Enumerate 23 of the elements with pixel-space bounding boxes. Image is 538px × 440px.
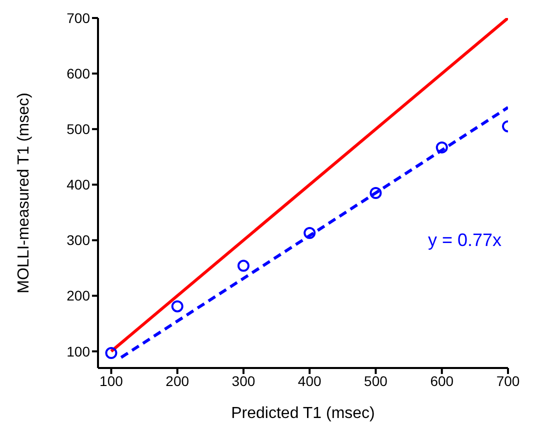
y-tick-label: 600 [66,66,90,82]
x-tick-label: 300 [232,372,256,389]
point [436,141,448,154]
x-tick-label: 400 [298,372,322,389]
y-tick-label: 400 [66,176,90,193]
y-tick-label: 700 [66,10,90,26]
point [105,347,118,359]
annotation: y = 0.77x [428,230,502,251]
x-tick-label: 200 [166,372,190,389]
y-tick-label: 500 [66,121,90,138]
x-tick-label: 600 [430,372,454,389]
x-tick-label: 700 [496,372,520,389]
point [171,300,184,312]
x-tick-label: 500 [364,372,388,389]
y-tick-label: 300 [66,232,90,248]
x-tick-label: 100 [100,372,124,389]
point [237,260,250,272]
x-axis-title: Predicted T1 (msec) [231,405,375,422]
y-tick-label: 100 [66,343,90,360]
point [304,227,316,239]
y-tick-label: 200 [66,288,90,304]
point [370,187,382,199]
y-axis-title: MOLLI-measured T1 (msec) [16,92,33,294]
